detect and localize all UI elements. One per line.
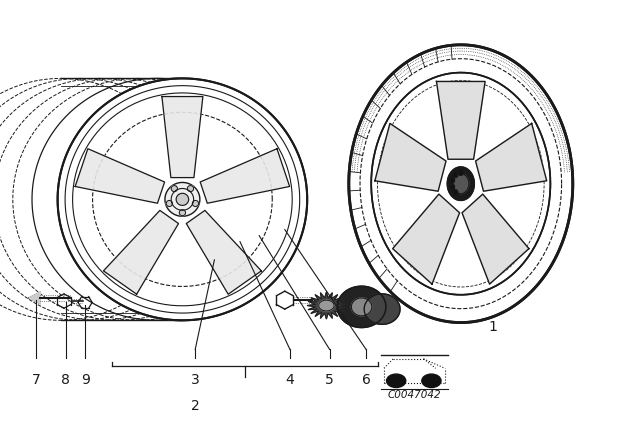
Polygon shape bbox=[165, 182, 200, 216]
Polygon shape bbox=[349, 45, 573, 323]
Text: 6: 6 bbox=[362, 373, 371, 387]
Circle shape bbox=[387, 374, 406, 388]
Polygon shape bbox=[75, 149, 164, 203]
Polygon shape bbox=[162, 96, 203, 177]
Polygon shape bbox=[453, 190, 458, 195]
Polygon shape bbox=[166, 200, 172, 207]
Polygon shape bbox=[364, 294, 400, 324]
Polygon shape bbox=[188, 185, 193, 192]
Polygon shape bbox=[393, 194, 460, 284]
Polygon shape bbox=[452, 174, 469, 194]
Text: 9: 9 bbox=[81, 373, 90, 387]
Polygon shape bbox=[319, 300, 334, 311]
Polygon shape bbox=[447, 167, 474, 200]
Polygon shape bbox=[307, 292, 346, 319]
Text: 8: 8 bbox=[61, 373, 70, 387]
Polygon shape bbox=[200, 149, 290, 203]
Polygon shape bbox=[186, 211, 261, 294]
Text: C0047042: C0047042 bbox=[388, 390, 441, 400]
Polygon shape bbox=[58, 78, 307, 320]
Polygon shape bbox=[450, 184, 454, 190]
Polygon shape bbox=[172, 185, 177, 192]
Polygon shape bbox=[476, 123, 547, 191]
Circle shape bbox=[422, 374, 441, 388]
Polygon shape bbox=[462, 194, 529, 284]
Polygon shape bbox=[450, 177, 454, 183]
Polygon shape bbox=[453, 172, 458, 177]
Polygon shape bbox=[371, 73, 550, 295]
Polygon shape bbox=[459, 170, 463, 175]
Polygon shape bbox=[337, 286, 386, 327]
Text: 1: 1 bbox=[488, 320, 497, 334]
Polygon shape bbox=[375, 123, 446, 191]
Polygon shape bbox=[29, 292, 40, 304]
Polygon shape bbox=[179, 210, 186, 215]
Polygon shape bbox=[436, 82, 485, 159]
Text: 5: 5 bbox=[325, 373, 334, 387]
Text: 2: 2 bbox=[191, 399, 200, 413]
Polygon shape bbox=[176, 194, 189, 205]
Text: 7: 7 bbox=[32, 373, 41, 387]
Polygon shape bbox=[104, 211, 179, 294]
Polygon shape bbox=[351, 298, 372, 316]
Text: 4: 4 bbox=[285, 373, 294, 387]
Text: 3: 3 bbox=[191, 373, 200, 387]
Polygon shape bbox=[193, 200, 198, 207]
